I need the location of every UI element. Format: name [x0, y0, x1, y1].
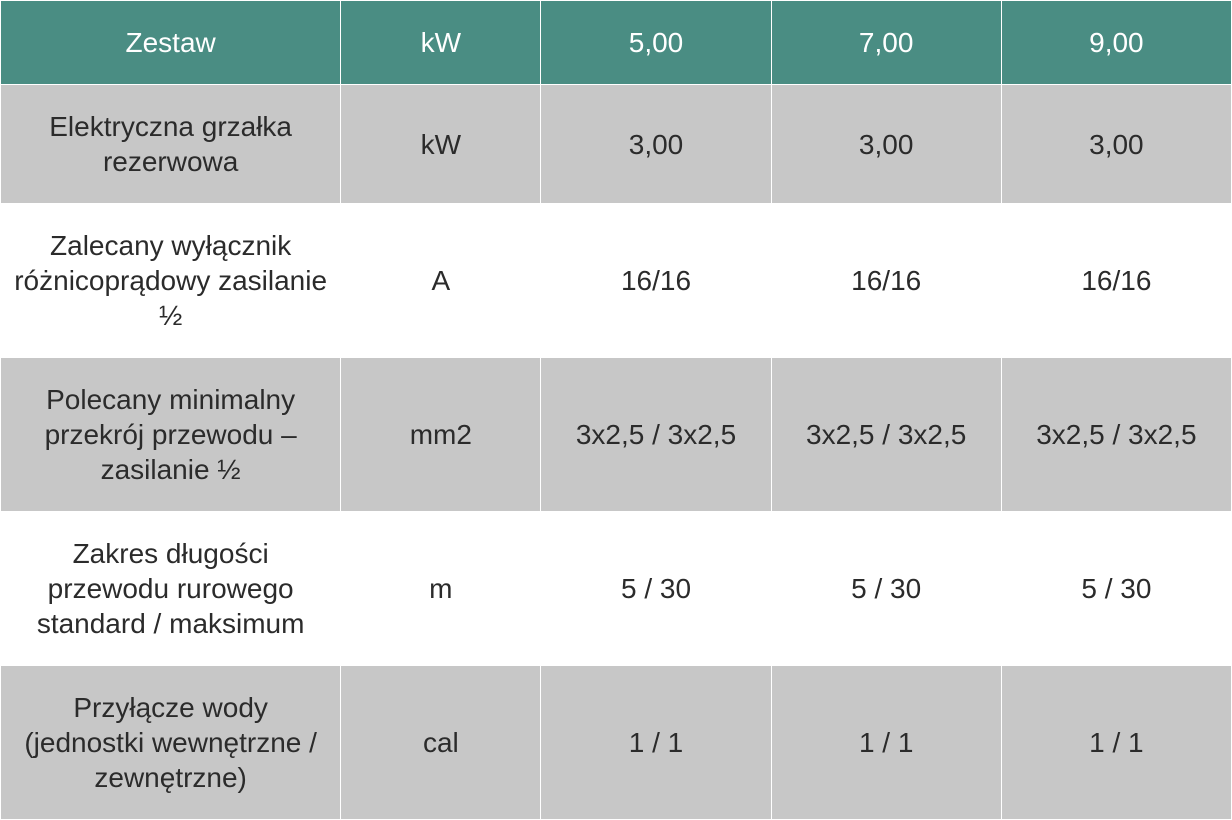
table-row: Polecany minimalny przekrój przewodu – z… — [1, 358, 1232, 512]
header-cell-unit: kW — [341, 1, 541, 85]
row-label: Zakres długości przewodu rurowego standa… — [1, 512, 341, 666]
row-unit: cal — [341, 666, 541, 820]
row-value: 16/16 — [1001, 204, 1231, 358]
row-value: 5 / 30 — [541, 512, 771, 666]
table-row: Zakres długości przewodu rurowego standa… — [1, 512, 1232, 666]
row-value: 3,00 — [771, 85, 1001, 204]
row-unit: kW — [341, 85, 541, 204]
spec-table: Zestaw kW 5,00 7,00 9,00 Elektryczna grz… — [0, 0, 1232, 820]
row-unit: A — [341, 204, 541, 358]
table-header: Zestaw kW 5,00 7,00 9,00 — [1, 1, 1232, 85]
table-row: Elektryczna grzałka rezerwowa kW 3,00 3,… — [1, 85, 1232, 204]
row-value: 5 / 30 — [1001, 512, 1231, 666]
row-unit: m — [341, 512, 541, 666]
header-cell-v2: 7,00 — [771, 1, 1001, 85]
row-value: 1 / 1 — [771, 666, 1001, 820]
header-cell-label: Zestaw — [1, 1, 341, 85]
header-cell-v3: 9,00 — [1001, 1, 1231, 85]
row-value: 3,00 — [541, 85, 771, 204]
header-cell-v1: 5,00 — [541, 1, 771, 85]
row-unit: mm2 — [341, 358, 541, 512]
row-label: Zalecany wyłącznik różnicoprądowy zasila… — [1, 204, 341, 358]
table-body: Elektryczna grzałka rezerwowa kW 3,00 3,… — [1, 85, 1232, 820]
row-label: Polecany minimalny przekrój przewodu – z… — [1, 358, 341, 512]
row-value: 1 / 1 — [1001, 666, 1231, 820]
row-value: 3x2,5 / 3x2,5 — [771, 358, 1001, 512]
header-row: Zestaw kW 5,00 7,00 9,00 — [1, 1, 1232, 85]
table-row: Zalecany wyłącznik różnicoprądowy zasila… — [1, 204, 1232, 358]
row-label: Przyłącze wody (jednostki wewnętrzne / z… — [1, 666, 341, 820]
row-value: 3x2,5 / 3x2,5 — [1001, 358, 1231, 512]
row-label: Elektryczna grzałka rezerwowa — [1, 85, 341, 204]
row-value: 5 / 30 — [771, 512, 1001, 666]
row-value: 16/16 — [771, 204, 1001, 358]
row-value: 3,00 — [1001, 85, 1231, 204]
row-value: 3x2,5 / 3x2,5 — [541, 358, 771, 512]
row-value: 1 / 1 — [541, 666, 771, 820]
row-value: 16/16 — [541, 204, 771, 358]
table-row: Przyłącze wody (jednostki wewnętrzne / z… — [1, 666, 1232, 820]
